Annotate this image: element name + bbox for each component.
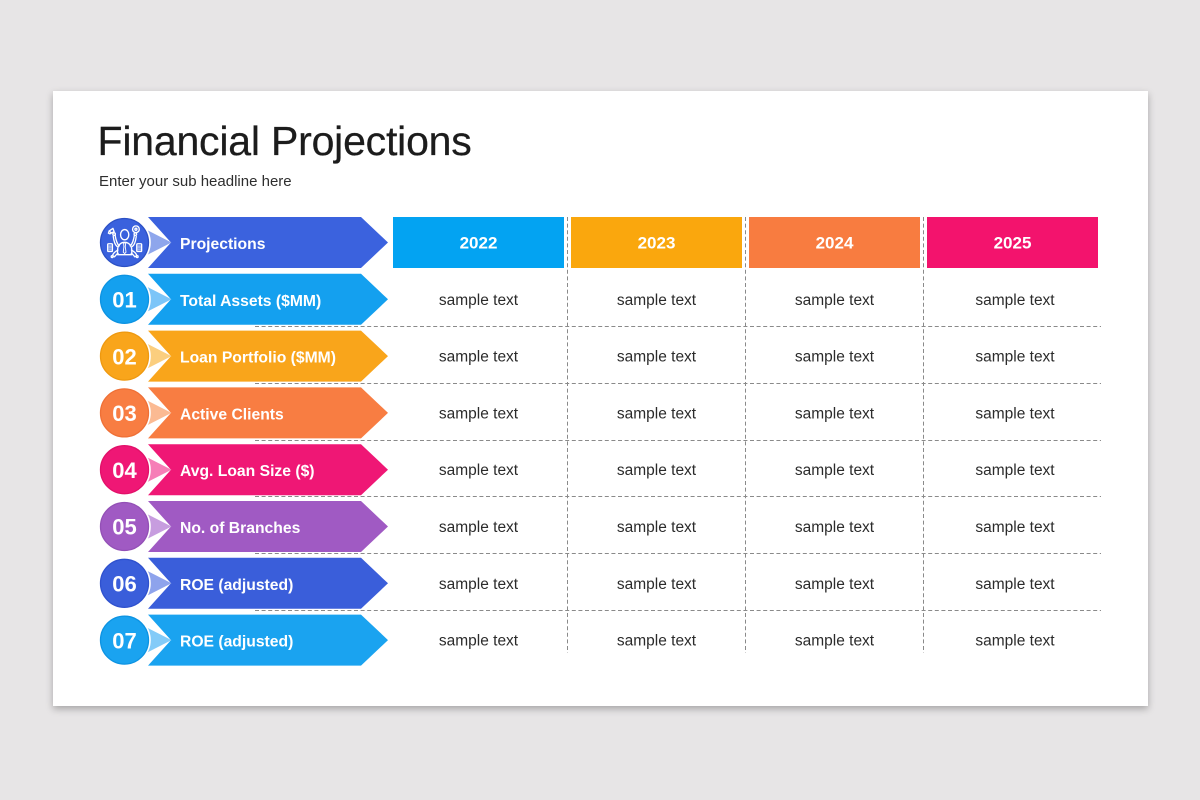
svg-text:ROE (adjusted): ROE (adjusted) bbox=[180, 634, 293, 651]
svg-text:sample text: sample text bbox=[439, 405, 519, 422]
svg-text:sample text: sample text bbox=[975, 462, 1055, 479]
svg-text:sample text: sample text bbox=[975, 292, 1055, 309]
svg-text:sample text: sample text bbox=[439, 462, 519, 479]
svg-text:sample text: sample text bbox=[795, 462, 875, 479]
svg-text:sample text: sample text bbox=[439, 292, 519, 309]
svg-text:sample text: sample text bbox=[975, 519, 1055, 536]
svg-text:2022: 2022 bbox=[460, 234, 498, 253]
svg-text:sample text: sample text bbox=[795, 576, 875, 593]
svg-text:2025: 2025 bbox=[994, 234, 1032, 253]
svg-text:sample text: sample text bbox=[975, 576, 1055, 593]
svg-text:sample text: sample text bbox=[617, 633, 697, 650]
svg-text:sample text: sample text bbox=[439, 349, 519, 366]
svg-text:sample text: sample text bbox=[975, 405, 1055, 422]
svg-text:sample text: sample text bbox=[975, 349, 1055, 366]
svg-text:sample text: sample text bbox=[617, 462, 697, 479]
svg-text:No. of Branches: No. of Branches bbox=[180, 520, 301, 537]
svg-text:2024: 2024 bbox=[816, 234, 854, 253]
svg-text:sample text: sample text bbox=[617, 349, 697, 366]
svg-text:sample text: sample text bbox=[795, 519, 875, 536]
svg-text:04: 04 bbox=[112, 458, 137, 483]
svg-text:03: 03 bbox=[112, 401, 136, 426]
svg-text:Avg. Loan Size ($): Avg. Loan Size ($) bbox=[180, 463, 315, 480]
svg-text:sample text: sample text bbox=[795, 405, 875, 422]
svg-text:2023: 2023 bbox=[638, 234, 676, 253]
svg-text:sample text: sample text bbox=[617, 292, 697, 309]
svg-text:Loan Portfolio ($MM): Loan Portfolio ($MM) bbox=[180, 350, 336, 367]
svg-text:06: 06 bbox=[112, 572, 136, 597]
svg-text:07: 07 bbox=[112, 628, 136, 653]
svg-text:sample text: sample text bbox=[975, 633, 1055, 650]
svg-text:sample text: sample text bbox=[617, 405, 697, 422]
svg-text:02: 02 bbox=[112, 344, 136, 369]
svg-text:Total Assets ($MM): Total Assets ($MM) bbox=[180, 293, 321, 310]
svg-text:sample text: sample text bbox=[439, 519, 519, 536]
svg-text:Projections: Projections bbox=[180, 236, 266, 253]
svg-text:sample text: sample text bbox=[795, 349, 875, 366]
svg-text:sample text: sample text bbox=[795, 292, 875, 309]
svg-text:05: 05 bbox=[112, 515, 136, 540]
svg-text:Active Clients: Active Clients bbox=[180, 406, 284, 423]
svg-text:sample text: sample text bbox=[439, 633, 519, 650]
svg-text:sample text: sample text bbox=[795, 633, 875, 650]
svg-text:sample text: sample text bbox=[617, 519, 697, 536]
svg-text:sample text: sample text bbox=[439, 576, 519, 593]
svg-text:ROE (adjusted): ROE (adjusted) bbox=[180, 577, 293, 594]
svg-text:sample text: sample text bbox=[617, 576, 697, 593]
svg-text:01: 01 bbox=[112, 288, 136, 313]
